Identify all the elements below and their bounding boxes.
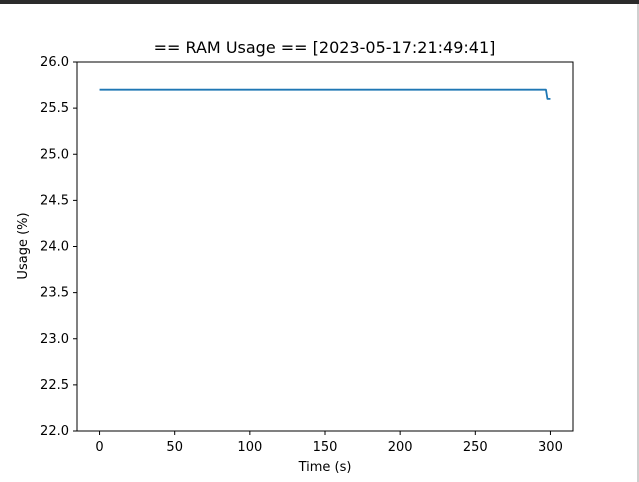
x-tick-label: 250 (463, 440, 488, 455)
x-tick-label: 0 (95, 440, 103, 455)
y-tick-label: 25.5 (40, 101, 69, 116)
window-top-bar (0, 0, 639, 4)
x-axis-label: Time (s) (298, 460, 352, 475)
y-tick-label: 26.0 (40, 55, 69, 70)
y-axis-ticks: 22.0 22.5 23.0 23.5 24.0 24.5 25.0 25.5 26.0 (40, 55, 77, 439)
y-tick-label: 22.0 (40, 424, 69, 439)
x-axis-ticks: 0 50 100 150 200 250 300 (95, 431, 563, 455)
x-tick-label: 50 (166, 440, 183, 455)
plot-area (76, 61, 574, 432)
x-tick-label: 100 (237, 440, 262, 455)
chart-title: == RAM Usage == [2023-05-17:21:49:41] (154, 38, 496, 57)
x-tick-label: 200 (388, 440, 413, 455)
window-right-border (637, 4, 639, 482)
series-group (99, 88, 551, 100)
y-tick-label: 23.0 (40, 332, 69, 347)
y-tick-label: 25.0 (40, 147, 69, 162)
x-tick-label: 150 (313, 440, 338, 455)
series-line-1 (99, 88, 551, 100)
x-tick-label: 300 (538, 440, 563, 455)
y-tick-label: 23.5 (40, 286, 69, 301)
y-tick-label: 22.5 (40, 378, 69, 393)
y-axis-label: Usage (%) (16, 212, 31, 279)
y-tick-label: 24.0 (40, 240, 69, 255)
y-tick-label: 24.5 (40, 193, 69, 208)
